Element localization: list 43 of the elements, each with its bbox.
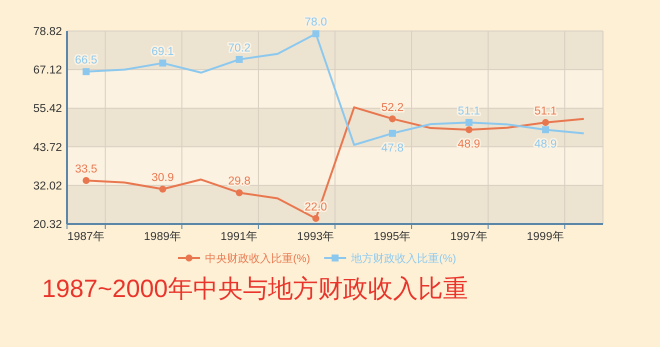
y-tick-label: 55.42 [33, 103, 62, 116]
data-label: 48.9 [458, 138, 480, 151]
data-label: 70.2 [228, 42, 250, 54]
x-tick-label: 1993年 [297, 230, 335, 243]
point [312, 30, 320, 38]
x-tick-label: 1997年 [450, 230, 488, 243]
point [236, 189, 243, 196]
data-label: 52.2 [381, 102, 404, 114]
data-label: 47.8 [381, 142, 404, 154]
y-tick-label: 32.02 [33, 180, 62, 192]
point [312, 214, 320, 222]
point [82, 68, 90, 76]
y-tick-label: 78.82 [33, 26, 62, 38]
legend-label: 中央财政收入比重(%) [205, 252, 310, 265]
text: 1987~2000年中央与地方财政收入比重 [42, 275, 468, 303]
point [82, 177, 90, 184]
point [542, 126, 550, 134]
point [466, 118, 472, 126]
x-tick-label: 1989年 [144, 230, 182, 243]
data-label: 29.8 [228, 176, 250, 188]
x-tick-label: 1995年 [374, 230, 412, 243]
data-label: 69.1 [152, 46, 174, 58]
data-label: 51.1 [458, 105, 480, 118]
y-tick-label: 43.72 [33, 142, 62, 154]
point [388, 130, 396, 137]
data-label: 51.1 [534, 105, 557, 118]
point [236, 56, 243, 63]
x-tick-label: 1999年 [526, 230, 564, 243]
point [388, 115, 396, 122]
point [466, 126, 472, 134]
data-label: 78.0 [304, 16, 328, 29]
y-tick-label: 67.12 [33, 64, 62, 77]
data-label: 48.9 [534, 138, 557, 151]
x-tick-label: 1987年 [67, 230, 105, 243]
point [542, 118, 550, 126]
data-label: 66.5 [74, 54, 98, 67]
data-label: 33.5 [74, 164, 98, 176]
point [159, 186, 166, 193]
legend-label: 地方财政收入比重(%) [350, 252, 456, 265]
x-tick-label: 1991年 [220, 230, 258, 243]
point [159, 60, 166, 67]
data-label: 30.9 [152, 172, 174, 184]
y-tick-label: 20.32 [33, 219, 62, 231]
